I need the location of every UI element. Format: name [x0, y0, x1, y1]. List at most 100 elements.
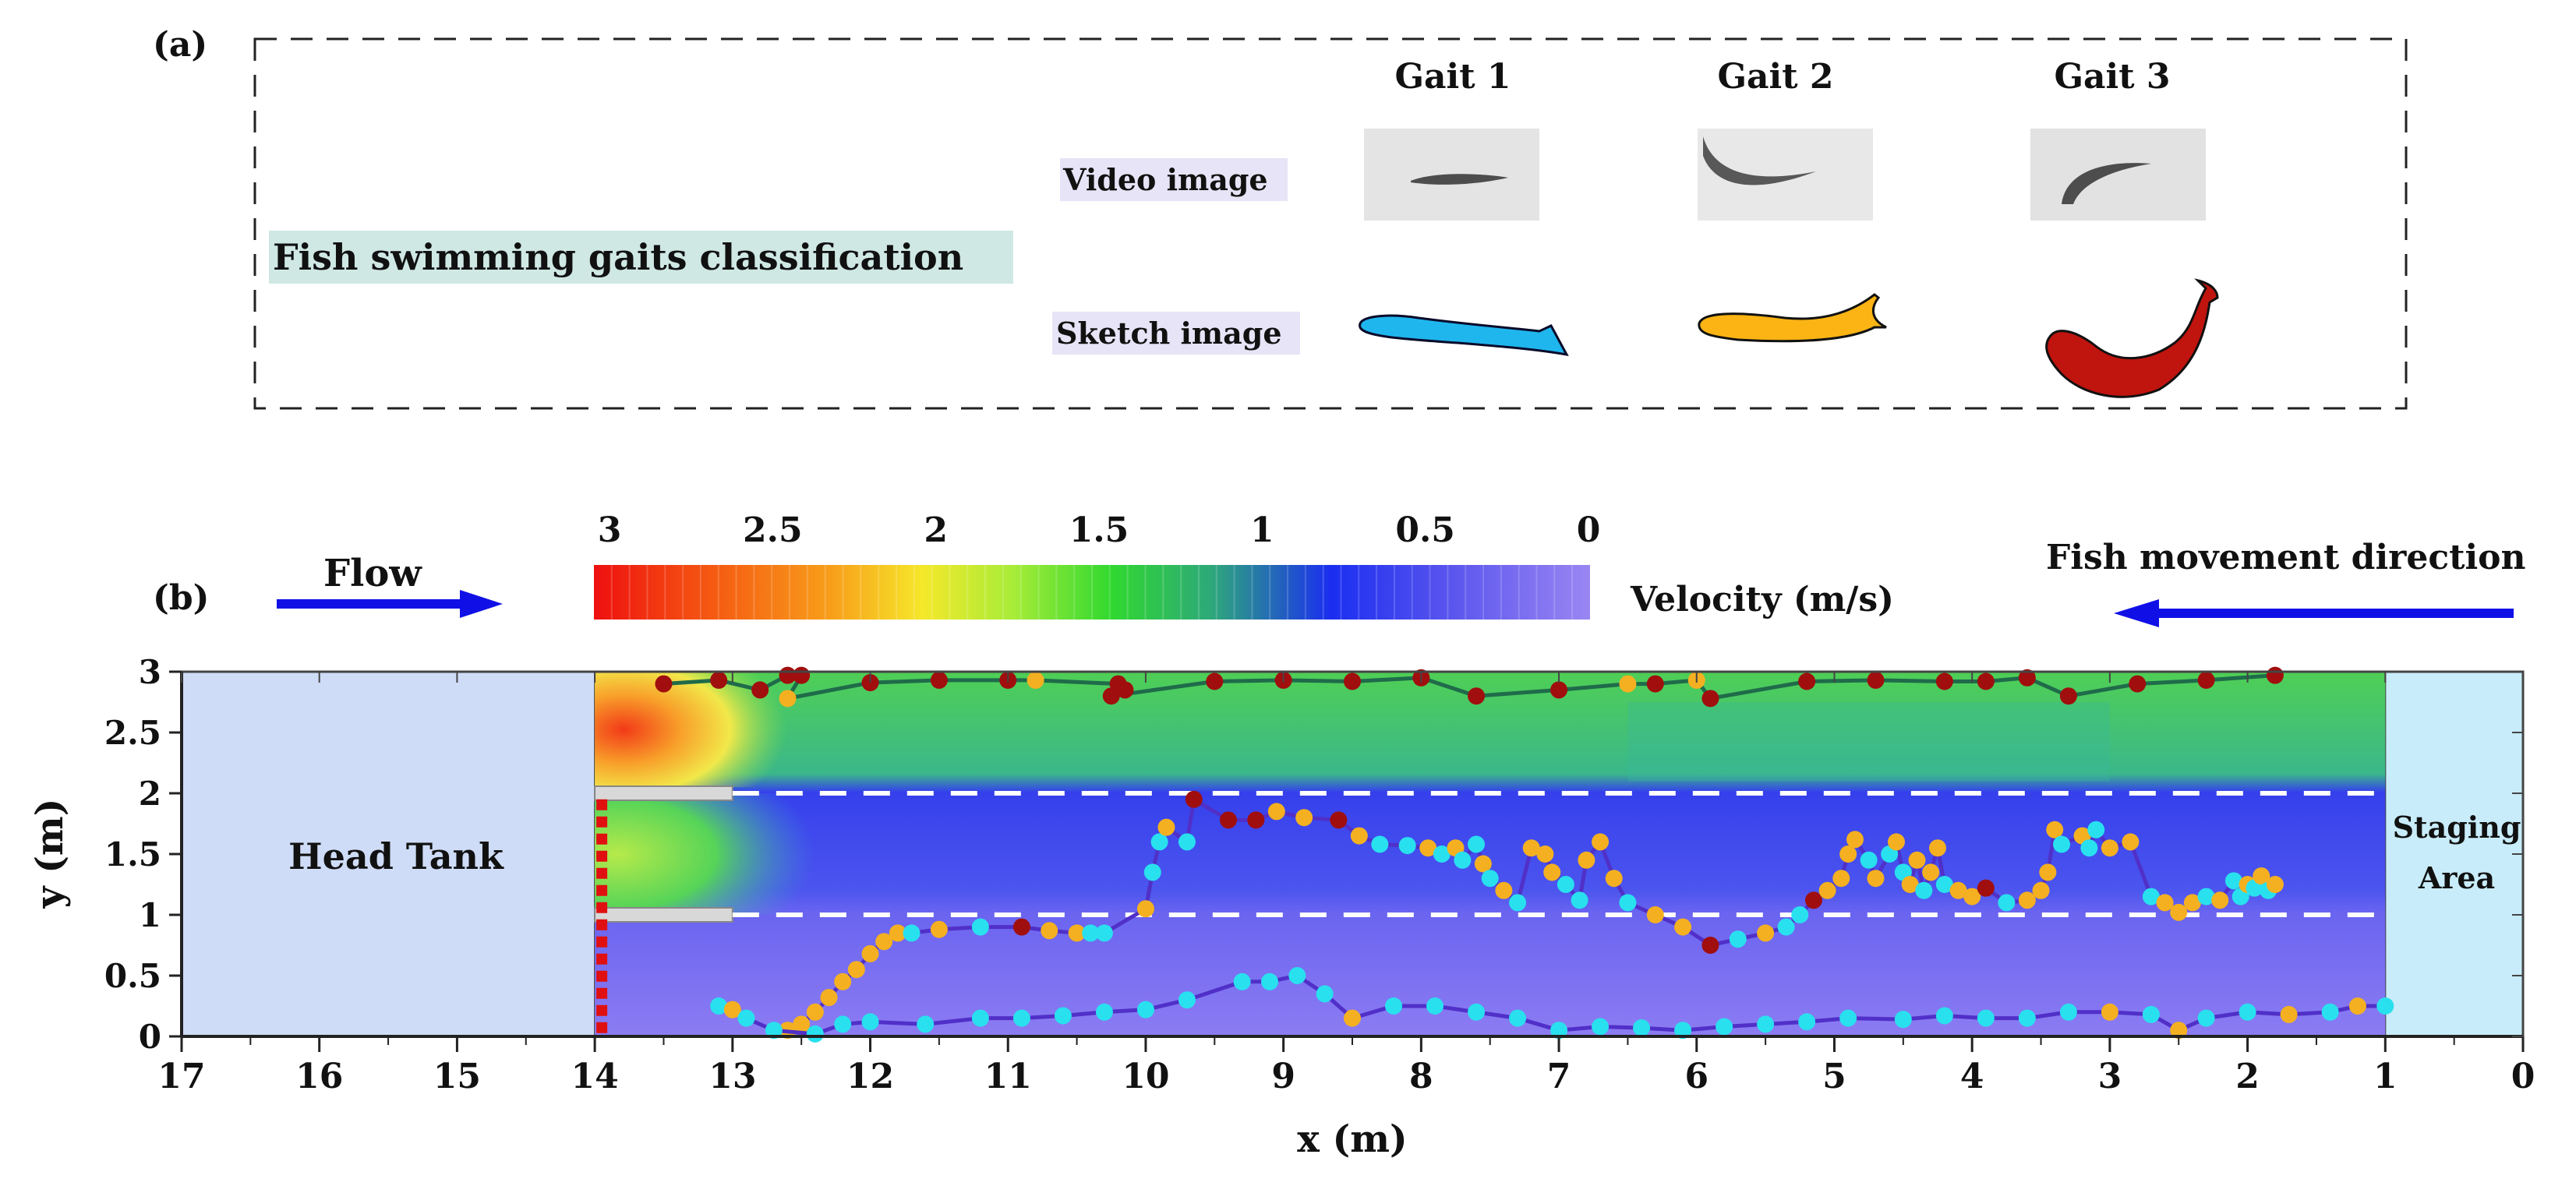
- track-point: [847, 961, 865, 979]
- track-point: [1578, 851, 1595, 869]
- track-point: [1977, 1009, 1995, 1027]
- staging-label-line2: Area: [2418, 860, 2495, 895]
- track-point: [2059, 687, 2077, 705]
- track-point: [889, 924, 906, 942]
- track-point: [793, 1015, 811, 1033]
- track-point: [1143, 863, 1161, 881]
- gait-3-video-image: [2030, 129, 2206, 221]
- track-point: [1419, 839, 1437, 857]
- y-tick-label: 0.5: [104, 957, 161, 995]
- gait-2-heading: Gait 2: [1717, 57, 1833, 97]
- track-point: [806, 1025, 824, 1043]
- track-point: [1757, 1015, 1775, 1033]
- velocity-field: [595, 672, 2386, 1036]
- x-tick-label: 1: [2373, 1057, 2398, 1096]
- x-tick-label: 11: [984, 1057, 1032, 1096]
- track-point: [1804, 891, 1822, 909]
- track-point: [1674, 1022, 1692, 1040]
- colorbar-tick-label: 0: [1577, 510, 1601, 550]
- track-point: [1543, 863, 1561, 881]
- track-point: [861, 944, 879, 962]
- track-point: [2046, 821, 2064, 838]
- track-point: [1295, 809, 1313, 827]
- track-point: [1701, 937, 1719, 954]
- gait-3-heading: Gait 3: [2054, 57, 2170, 97]
- staging-label-line1: Staging: [2393, 810, 2521, 845]
- gait-3-sketch-icon: [2045, 278, 2219, 398]
- track-point: [1757, 924, 1775, 942]
- x-tick-label: 17: [157, 1057, 205, 1096]
- track-point: [1178, 991, 1196, 1009]
- track-point: [1350, 827, 1368, 845]
- x-tick-label: 10: [1122, 1057, 1169, 1096]
- colorbar-tick-label: 1.5: [1069, 510, 1129, 550]
- track-point: [1027, 671, 1044, 689]
- fish-direction-label: Fish movement direction: [2046, 538, 2526, 577]
- track-point: [1054, 1007, 1072, 1025]
- track-point: [2266, 666, 2284, 684]
- colorbar-tick-label: 0.5: [1395, 510, 1455, 550]
- track-point: [1901, 876, 1919, 893]
- track-point: [1557, 876, 1574, 893]
- track-point: [1908, 851, 1926, 869]
- track-point: [1233, 972, 1251, 990]
- track-point: [1454, 851, 1472, 869]
- colorbar-tick-label: 2: [924, 510, 948, 550]
- track-point: [1922, 863, 1940, 881]
- track-point: [1102, 687, 1120, 705]
- track-point: [2280, 1005, 2298, 1023]
- sketch-row-highlight: [1052, 312, 1300, 355]
- colorbar-gradient: [594, 565, 1590, 620]
- x-tick-label: 7: [1547, 1057, 1571, 1096]
- track-point: [1592, 1018, 1610, 1036]
- x-tick-label: 12: [846, 1057, 894, 1096]
- track-point: [1468, 687, 1486, 705]
- y-tick-label: 2.5: [104, 714, 161, 752]
- track-point: [861, 1013, 879, 1031]
- x-tick-label: 4: [1960, 1057, 1984, 1096]
- track-point: [875, 933, 893, 951]
- gait-1-heading: Gait 1: [1394, 57, 1511, 97]
- track-point: [1977, 879, 1995, 897]
- x-tick-label: 13: [708, 1057, 756, 1096]
- y-tick-label: 2: [139, 775, 161, 813]
- track-point: [1012, 1009, 1030, 1027]
- track-point: [1509, 1009, 1527, 1027]
- track-point: [1894, 1011, 1912, 1029]
- x-tick-label: 6: [1684, 1057, 1708, 1096]
- track-point: [1867, 870, 1885, 888]
- track-point: [1791, 906, 1809, 923]
- x-tick-label: 3: [2098, 1057, 2122, 1096]
- fish-tracks: [655, 666, 2394, 1043]
- track-point: [1095, 1003, 1113, 1021]
- track-point: [1646, 675, 1664, 693]
- track-point: [2101, 839, 2118, 857]
- title-highlight: [269, 231, 1013, 284]
- colorbar-tick-label: 1: [1250, 510, 1274, 550]
- panel-b: (b) Flow Fish movement direction 3 2.5 2 1.…: [28, 510, 2535, 1161]
- track-point: [1344, 672, 1361, 690]
- track-point: [710, 997, 728, 1015]
- track-point: [1474, 855, 1492, 873]
- gait-1-sketch-icon: [1359, 314, 1569, 357]
- track-point: [861, 674, 879, 692]
- lane-wall: [594, 785, 733, 801]
- track-point: [793, 666, 811, 684]
- track-point: [1839, 845, 1857, 863]
- track-point: [2266, 876, 2284, 893]
- track-point: [1385, 997, 1403, 1015]
- track-point: [1136, 1001, 1154, 1018]
- track-point: [1288, 967, 1306, 984]
- track-point: [1798, 1013, 1816, 1031]
- track-point: [1247, 811, 1265, 829]
- gait-2-video-image: [1698, 129, 1873, 221]
- track-point: [2376, 997, 2394, 1015]
- track-point: [751, 681, 769, 699]
- track-point: [2032, 881, 2050, 899]
- track-point: [1536, 845, 1554, 863]
- track-point: [1116, 681, 1134, 699]
- staging-area-region: [2384, 671, 2525, 1037]
- track-point: [1716, 1018, 1733, 1036]
- track-point: [2253, 867, 2270, 885]
- track-point: [1619, 675, 1637, 693]
